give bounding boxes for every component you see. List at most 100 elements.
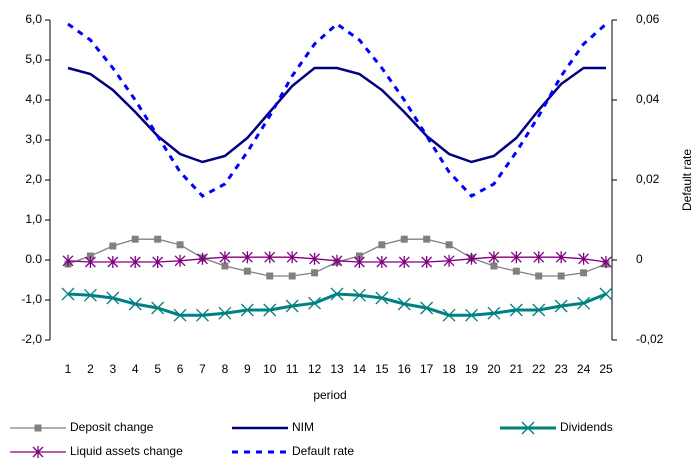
data-point [107, 256, 119, 268]
data-point [400, 235, 408, 243]
data-point [286, 251, 298, 264]
data-point [62, 254, 74, 267]
y-tick-label: 4,0 [25, 92, 42, 106]
y2-tick-label: 0 [636, 252, 643, 266]
data-point [421, 256, 433, 268]
x-tick-label: 19 [465, 362, 479, 376]
data-point [221, 262, 229, 270]
data-point [61, 287, 75, 301]
data-point [600, 256, 612, 268]
x-tick-label: 21 [510, 362, 524, 376]
data-point [378, 241, 386, 249]
x-tick-label: 15 [375, 362, 389, 376]
data-point [154, 235, 162, 243]
x-tick-label: 6 [177, 362, 184, 376]
x-tick-label: 16 [398, 362, 412, 376]
data-point [243, 267, 251, 275]
data-point [442, 308, 456, 322]
x-tick-label: 24 [577, 362, 591, 376]
y2-tick-label: 0,02 [636, 172, 660, 186]
legend-item: Default rate [232, 444, 354, 458]
data-point [151, 301, 165, 315]
legend-marker [34, 424, 42, 432]
x-tick-label: 22 [532, 362, 546, 376]
y-tick-label: 0.0 [25, 252, 42, 266]
data-point [510, 251, 522, 264]
data-point [488, 251, 500, 264]
data-point [128, 297, 142, 311]
data-point [83, 288, 97, 302]
y2-axis-label: Default rate [680, 149, 694, 211]
data-point [535, 272, 543, 280]
data-point [554, 299, 568, 313]
data-point [264, 251, 276, 264]
legend-item: Deposit change [10, 420, 154, 434]
x-tick-label: 11 [286, 362, 299, 376]
series-line [67, 292, 607, 317]
data-point [465, 308, 478, 322]
data-point [578, 252, 590, 265]
x-axis-label: period [313, 388, 346, 402]
x-tick-label: 20 [487, 362, 501, 376]
data-point [263, 303, 277, 317]
data-point [509, 303, 523, 317]
x-tick-label: 10 [263, 362, 277, 376]
y2-tick-label: 0,06 [636, 12, 660, 26]
x-tick-label: 8 [222, 362, 229, 376]
data-point [109, 242, 117, 250]
data-point [197, 252, 208, 265]
x-tick-label: 18 [442, 362, 456, 376]
y-tick-label: 2,0 [25, 172, 42, 186]
data-point [106, 291, 120, 305]
data-point [84, 256, 96, 268]
data-point [285, 299, 299, 313]
y-tick-label: 6,0 [25, 12, 42, 26]
y-tick-label: 5,0 [25, 52, 42, 66]
series-line [67, 66, 606, 164]
data-point [131, 235, 139, 243]
data-point [288, 272, 296, 280]
x-tick-label: 7 [199, 362, 206, 376]
y-tick-label: -1,0 [21, 292, 42, 306]
data-point [173, 308, 187, 322]
x-tick-label: 17 [420, 362, 434, 376]
legend-item: Liquid assets change [10, 444, 183, 458]
data-point [309, 252, 321, 265]
data-point [218, 306, 232, 320]
x-tick-label: 9 [244, 362, 251, 376]
x-tick-label: 3 [109, 362, 116, 376]
data-point [176, 241, 184, 249]
data-point [423, 235, 431, 243]
data-point [533, 251, 545, 264]
data-point [196, 308, 209, 322]
legend-marker [521, 421, 535, 435]
data-point [397, 297, 411, 311]
data-point [599, 287, 613, 301]
series-line [67, 22, 607, 198]
data-point [490, 262, 498, 270]
x-tick-label: 14 [353, 362, 367, 376]
x-tick-label: 2 [87, 362, 94, 376]
data-point [376, 256, 388, 268]
data-point [512, 267, 520, 275]
x-tick-label: 1 [65, 362, 72, 376]
legend-label: Liquid assets change [70, 444, 183, 458]
y-tick-label: 3,0 [25, 132, 42, 146]
data-point [398, 256, 410, 268]
y2-tick-label: -0,02 [636, 332, 664, 346]
x-tick-label: 5 [154, 362, 161, 376]
legend-label: Default rate [292, 444, 354, 458]
data-point [311, 269, 319, 277]
legend-item: Dividends [500, 420, 613, 435]
data-point [219, 251, 231, 264]
data-point [532, 303, 546, 317]
data-point [330, 287, 344, 301]
data-point [445, 241, 453, 249]
y-tick-label: -2,0 [21, 332, 42, 346]
legend-item: NIM [232, 420, 314, 434]
data-point [555, 251, 567, 264]
x-tick-label: 4 [132, 362, 139, 376]
legend-label: Deposit change [70, 420, 154, 434]
y2-tick-label: 0,04 [636, 92, 660, 106]
